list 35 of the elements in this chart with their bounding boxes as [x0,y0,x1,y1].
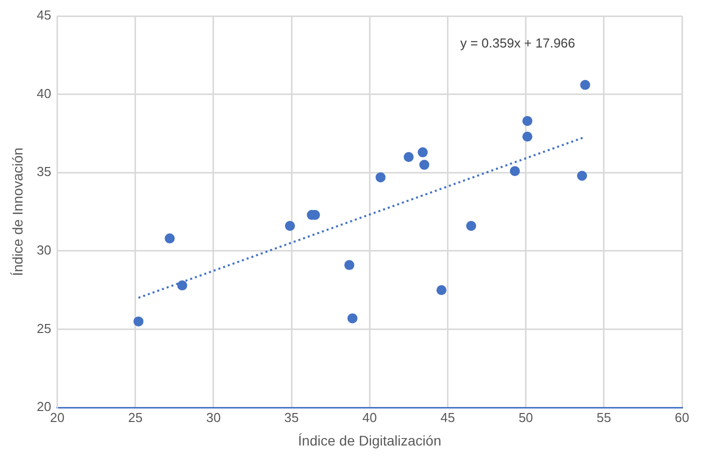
y-axis-title: Índice de Innovación [9,148,26,276]
x-tick-label: 50 [518,410,534,425]
point [466,220,476,231]
x-tick-label: 45 [440,410,455,425]
point [510,166,520,176]
y-tick-label: 45 [36,8,52,23]
point [177,280,188,290]
point [164,233,175,244]
y-tick-label: 20 [36,399,52,414]
point [577,170,588,181]
y-tick-label: 30 [36,242,52,258]
x-tick-label: 20 [50,410,64,425]
x-tick-label: 25 [128,410,143,425]
y-tick-label: 40 [36,86,52,101]
point [419,160,430,170]
x-tick-label: 35 [284,410,299,425]
x-tick-label: 30 [206,410,221,425]
point [418,147,428,158]
x-tick-label: 40 [362,410,377,425]
point [344,260,354,270]
x-axis-title: Índice de Digitalización [298,432,442,448]
point [522,116,532,126]
annotation: y = 0.359x + 17.966 [460,36,576,51]
point [376,172,386,182]
point [436,285,446,296]
point [347,313,358,324]
x-tick-label: 60 [674,410,690,425]
point [522,132,532,142]
point [404,152,414,162]
y-tick-label: 25 [36,320,52,336]
x-tick-label: 55 [596,410,612,425]
point [284,220,295,231]
y-tick-label: 35 [36,164,52,180]
point [133,316,144,326]
point [580,80,590,90]
